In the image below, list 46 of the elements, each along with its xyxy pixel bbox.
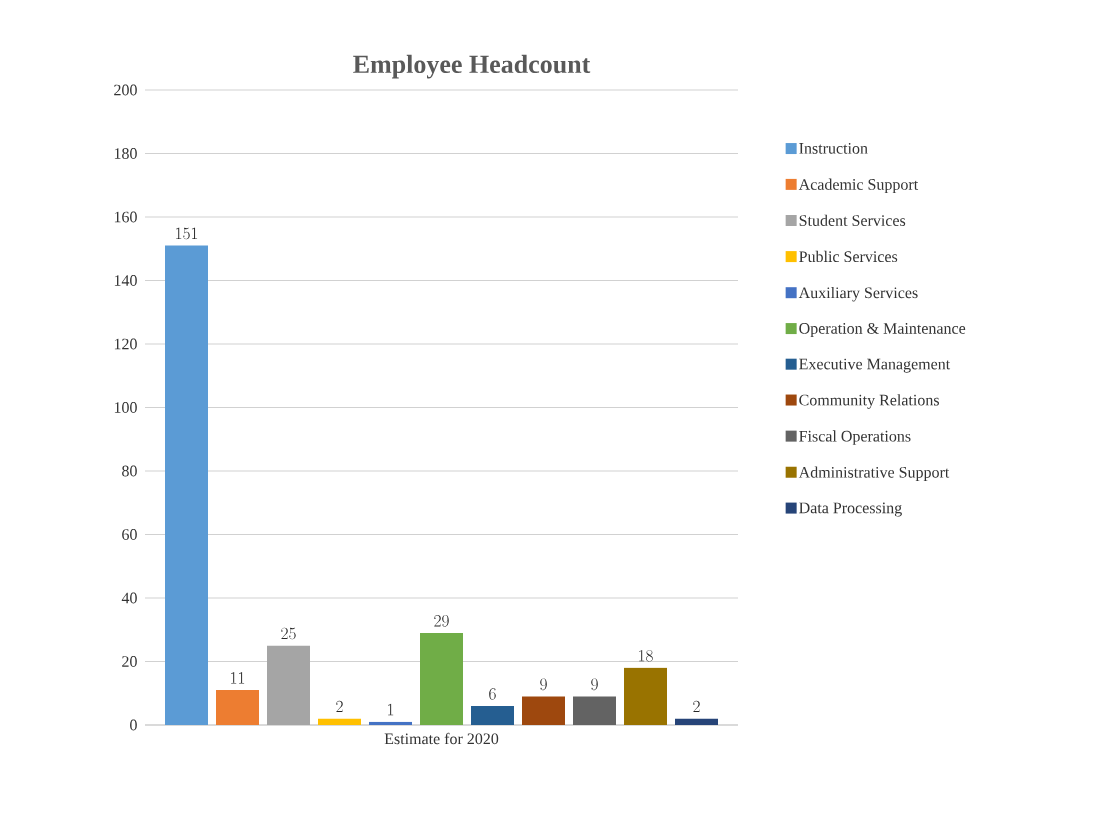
- data-label: 18: [639, 649, 653, 662]
- data-label: 9: [540, 678, 547, 691]
- data-label: 25: [281, 627, 296, 640]
- data-label: 6: [489, 688, 496, 700]
- data-label: 9: [591, 678, 598, 691]
- y-tick-label: 60: [122, 529, 137, 540]
- y-tick-label: 80: [122, 465, 137, 477]
- bar: [267, 645, 310, 725]
- y-tick-label: 120: [114, 338, 137, 350]
- data-label: 11: [231, 672, 245, 684]
- x-tick-label: Estimate for 2020: [384, 732, 499, 745]
- legend-label: Academic Support: [798, 178, 919, 194]
- bar: [420, 632, 464, 725]
- legend-label: Community Relations: [799, 394, 939, 409]
- y-tick-label: 20: [122, 656, 137, 667]
- bar: [675, 718, 719, 725]
- bar: [216, 690, 259, 725]
- legend-label: Instruction: [799, 143, 868, 154]
- data-label: 2: [693, 700, 700, 713]
- chart-title: Employee Headcount: [353, 54, 591, 79]
- legend-label: Public Services: [799, 250, 898, 263]
- legend-label: Operation & Maintenance: [799, 323, 966, 338]
- legend-label: Executive Management: [799, 358, 951, 373]
- data-label: 29: [434, 614, 449, 627]
- bar: [624, 667, 668, 725]
- bar: [471, 705, 514, 725]
- legend-label: Auxiliary Services: [798, 286, 918, 302]
- y-tick-label: 40: [121, 592, 137, 604]
- data-label: 2: [336, 700, 343, 713]
- y-tick-label: 0: [130, 719, 137, 731]
- bar: [318, 718, 361, 725]
- y-tick-label: 160: [114, 211, 137, 223]
- y-tick-label: 200: [114, 84, 137, 96]
- y-tick-label: 100: [114, 402, 137, 413]
- bar: [573, 696, 617, 725]
- legend-label: Student Services: [799, 214, 906, 226]
- legend-label: Fiscal Operations: [799, 430, 911, 445]
- data-label: 1: [388, 703, 394, 716]
- bar: [522, 696, 566, 725]
- legend-label: Data Processing: [799, 502, 902, 517]
- legend-label: Administrative Support: [798, 466, 950, 481]
- bar: [165, 245, 208, 725]
- bar: [369, 721, 413, 725]
- y-tick-label: 140: [114, 275, 137, 286]
- data-label: 151: [176, 227, 198, 240]
- y-tick-label: 180: [114, 148, 137, 159]
